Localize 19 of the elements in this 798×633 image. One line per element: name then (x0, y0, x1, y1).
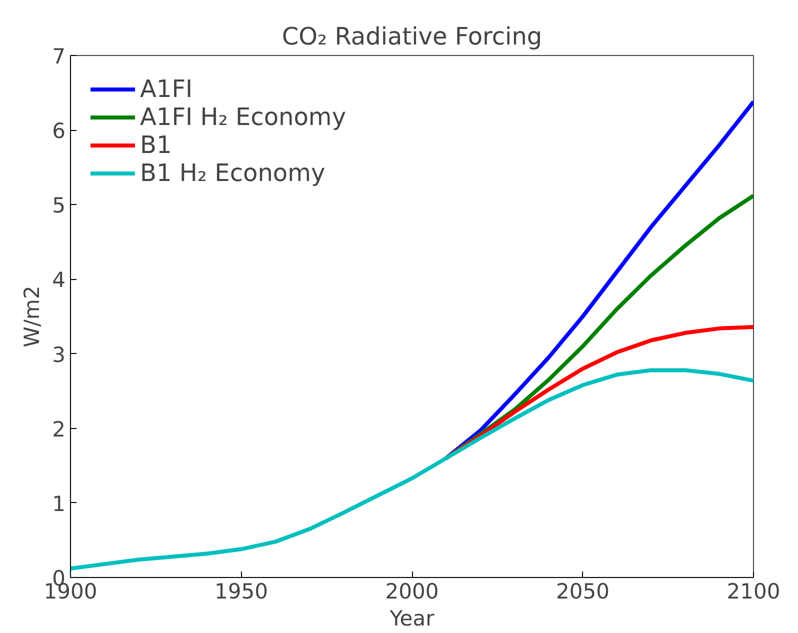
x-tick-label: 2100 (726, 580, 780, 604)
legend-label: A1FI H₂ Economy (140, 103, 346, 131)
legend-label: A1FI (140, 75, 193, 103)
y-tick-label: 1 (52, 492, 66, 516)
legend-label: B1 H₂ Economy (140, 159, 326, 187)
legend-label: B1 (140, 131, 172, 159)
y-axis-title: W/m2 (20, 286, 44, 348)
y-tick-label: 7 (52, 44, 66, 68)
x-axis-title: Year (388, 606, 435, 630)
y-tick-label: 6 (52, 119, 66, 144)
x-tick-label: 2000 (385, 580, 439, 604)
x-tick-label: 2050 (556, 580, 610, 604)
chart-title: CO₂ Radiative Forcing (282, 22, 542, 50)
y-tick-label: 4 (52, 268, 66, 292)
y-tick-label: 3 (52, 342, 66, 367)
x-tick-label: 1950 (214, 580, 268, 604)
y-tick-label: 5 (52, 194, 66, 218)
line-series (70, 368, 754, 571)
y-tick-label: 2 (52, 417, 66, 442)
